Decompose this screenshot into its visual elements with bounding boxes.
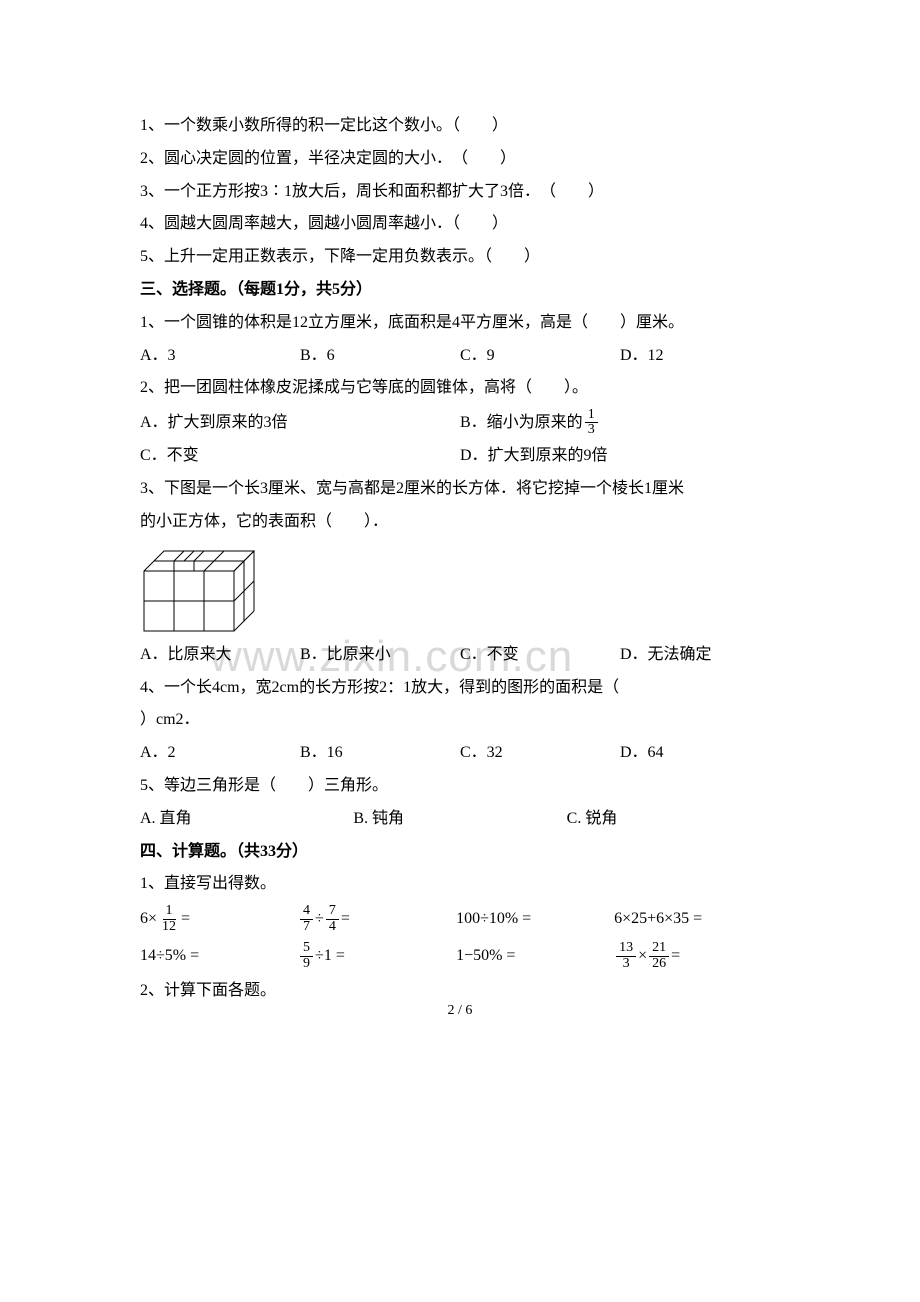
s4-r2c2-post: ÷1 = — [315, 938, 345, 975]
s4-r2c3: 1−50% = — [456, 938, 614, 975]
s3-q1-optB: B．6 — [300, 340, 460, 373]
s3-q4-optC: C．32 — [460, 737, 620, 770]
s3-q1-optD: D．12 — [620, 340, 780, 373]
s3-q4-l1: 4、一个长4cm，宽2cm的长方形按2：1放大，得到的图形的面积是（ — [140, 672, 780, 705]
frac-den: 7 — [300, 920, 313, 935]
s3-q5-optC: C. 锐角 — [567, 803, 780, 836]
s3-q5-optA: A. 直角 — [140, 803, 353, 836]
op-div: ÷ — [315, 901, 324, 938]
frac-num: 1 — [163, 904, 176, 920]
frac-num: 4 — [300, 904, 313, 920]
s3-q2-row2: C．不变 D．扩大到原来的9倍 — [140, 440, 780, 473]
s3-q3-optD: D．无法确定 — [620, 639, 780, 672]
fraction-13-3: 13 3 — [616, 941, 636, 971]
s4-r1c2: 4 7 ÷ 7 4 = — [298, 901, 456, 938]
frac-num: 7 — [326, 904, 339, 920]
frac-num: 21 — [649, 941, 669, 957]
s4-r1c1: 6× 1 12 = — [140, 901, 298, 938]
fraction-7-4: 7 4 — [326, 904, 339, 934]
s4-r1c4: 6×25+6×35 = — [614, 901, 780, 938]
frac-num: 13 — [616, 941, 636, 957]
s3-q2-optD: D．扩大到原来的9倍 — [460, 440, 780, 473]
s3-q3-options: A．比原来大 B．比原来小 C．不变 D．无法确定 — [140, 639, 780, 672]
s3-q3-optA: A．比原来大 — [140, 639, 300, 672]
s4-r2c4: 13 3 × 21 26 = — [614, 938, 780, 975]
fraction-4-7: 4 7 — [300, 904, 313, 934]
s2-q5: 5、上升一定用正数表示，下降一定用负数表示。（ ） — [140, 241, 780, 274]
s3-q1-options: A．3 B．6 C．9 D．12 — [140, 340, 780, 373]
fraction-5-9: 5 9 — [300, 941, 313, 971]
s3-q3-optB: B．比原来小 — [300, 639, 460, 672]
s3-q4-optA: A．2 — [140, 737, 300, 770]
s4-r2c4-post: = — [671, 938, 680, 975]
s3-q1-optA: A．3 — [140, 340, 300, 373]
s4-r1c1-pre: 6× — [140, 901, 157, 938]
s3-q3-l1: 3、下图是一个长3厘米、宽与高都是2厘米的长方体．将它挖掉一个棱长1厘米 — [140, 473, 780, 506]
frac-den: 3 — [620, 957, 633, 972]
frac-den: 4 — [326, 920, 339, 935]
s4-row2: 14÷5% = 5 9 ÷1 = 1−50% = 13 3 × 21 26 — [140, 938, 780, 975]
op-mul: × — [638, 938, 647, 975]
s4-q2: 2、计算下面各题。 — [140, 975, 780, 1008]
frac-den: 26 — [649, 957, 669, 972]
cuboid-figure — [140, 543, 780, 635]
s3-q2-optB-prefix: B．缩小为原来的 — [460, 405, 583, 440]
fraction-one-third: 13 — [585, 408, 598, 438]
s3-q4-optB: B．16 — [300, 737, 460, 770]
s3-q2-optC: C．不变 — [140, 440, 460, 473]
s3-q5: 5、等边三角形是（ ）三角形。 — [140, 770, 780, 803]
section4-heading: 四、计算题。（共33分） — [140, 836, 780, 869]
s3-q2-optB: B．缩小为原来的 13 — [460, 405, 780, 440]
frac-den: 12 — [159, 920, 179, 935]
s3-q2-row1: A．扩大到原来的3倍 B．缩小为原来的 13 — [140, 405, 780, 440]
s2-q4: 4、圆越大圆周率越大，圆越小圆周率越小．（ ） — [140, 208, 780, 241]
s4-r1c2-post: = — [341, 901, 350, 938]
s3-q4-options: A．2 B．16 C．32 D．64 — [140, 737, 780, 770]
section3-heading: 三、选择题。（每题1分，共5分） — [140, 274, 780, 307]
s3-q3-optC: C．不变 — [460, 639, 620, 672]
s4-r1c1-post: = — [181, 901, 190, 938]
s3-q4-l2: ）cm2． — [140, 704, 780, 737]
fraction-1-12: 1 12 — [159, 904, 179, 934]
s4-r2c1: 14÷5% = — [140, 938, 298, 975]
frac-num: 5 — [300, 941, 313, 957]
s4-q1: 1、直接写出得数。 — [140, 868, 780, 901]
s2-q3: 3、一个正方形按3∶1放大后，周长和面积都扩大了3倍． （ ） — [140, 176, 780, 209]
s3-q2-optA: A．扩大到原来的3倍 — [140, 405, 460, 440]
s3-q3-l2: 的小正方体，它的表面积（ ）． — [140, 506, 780, 539]
s4-r2c2: 5 9 ÷1 = — [298, 938, 456, 975]
s4-row1: 6× 1 12 = 4 7 ÷ 7 4 = — [140, 901, 780, 938]
s2-q2: 2、圆心决定圆的位置，半径决定圆的大小． （ ） — [140, 143, 780, 176]
s3-q1-optC: C．9 — [460, 340, 620, 373]
frac-den: 9 — [300, 957, 313, 972]
s3-q5-optB: B. 钝角 — [353, 803, 566, 836]
fraction-21-26: 21 26 — [649, 941, 669, 971]
s3-q5-options: A. 直角 B. 钝角 C. 锐角 — [140, 803, 780, 836]
s4-r1c3: 100÷10% = — [456, 901, 614, 938]
s3-q1: 1、一个圆锥的体积是12立方厘米，底面积是4平方厘米，高是（ ）厘米。 — [140, 307, 780, 340]
s3-q4-optD: D．64 — [620, 737, 780, 770]
s3-q2: 2、把一团圆柱体橡皮泥揉成与它等底的圆锥体，高将（ ）。 — [140, 372, 780, 405]
s2-q1: 1、一个数乘小数所得的积一定比这个数小。（ ） — [140, 110, 780, 143]
